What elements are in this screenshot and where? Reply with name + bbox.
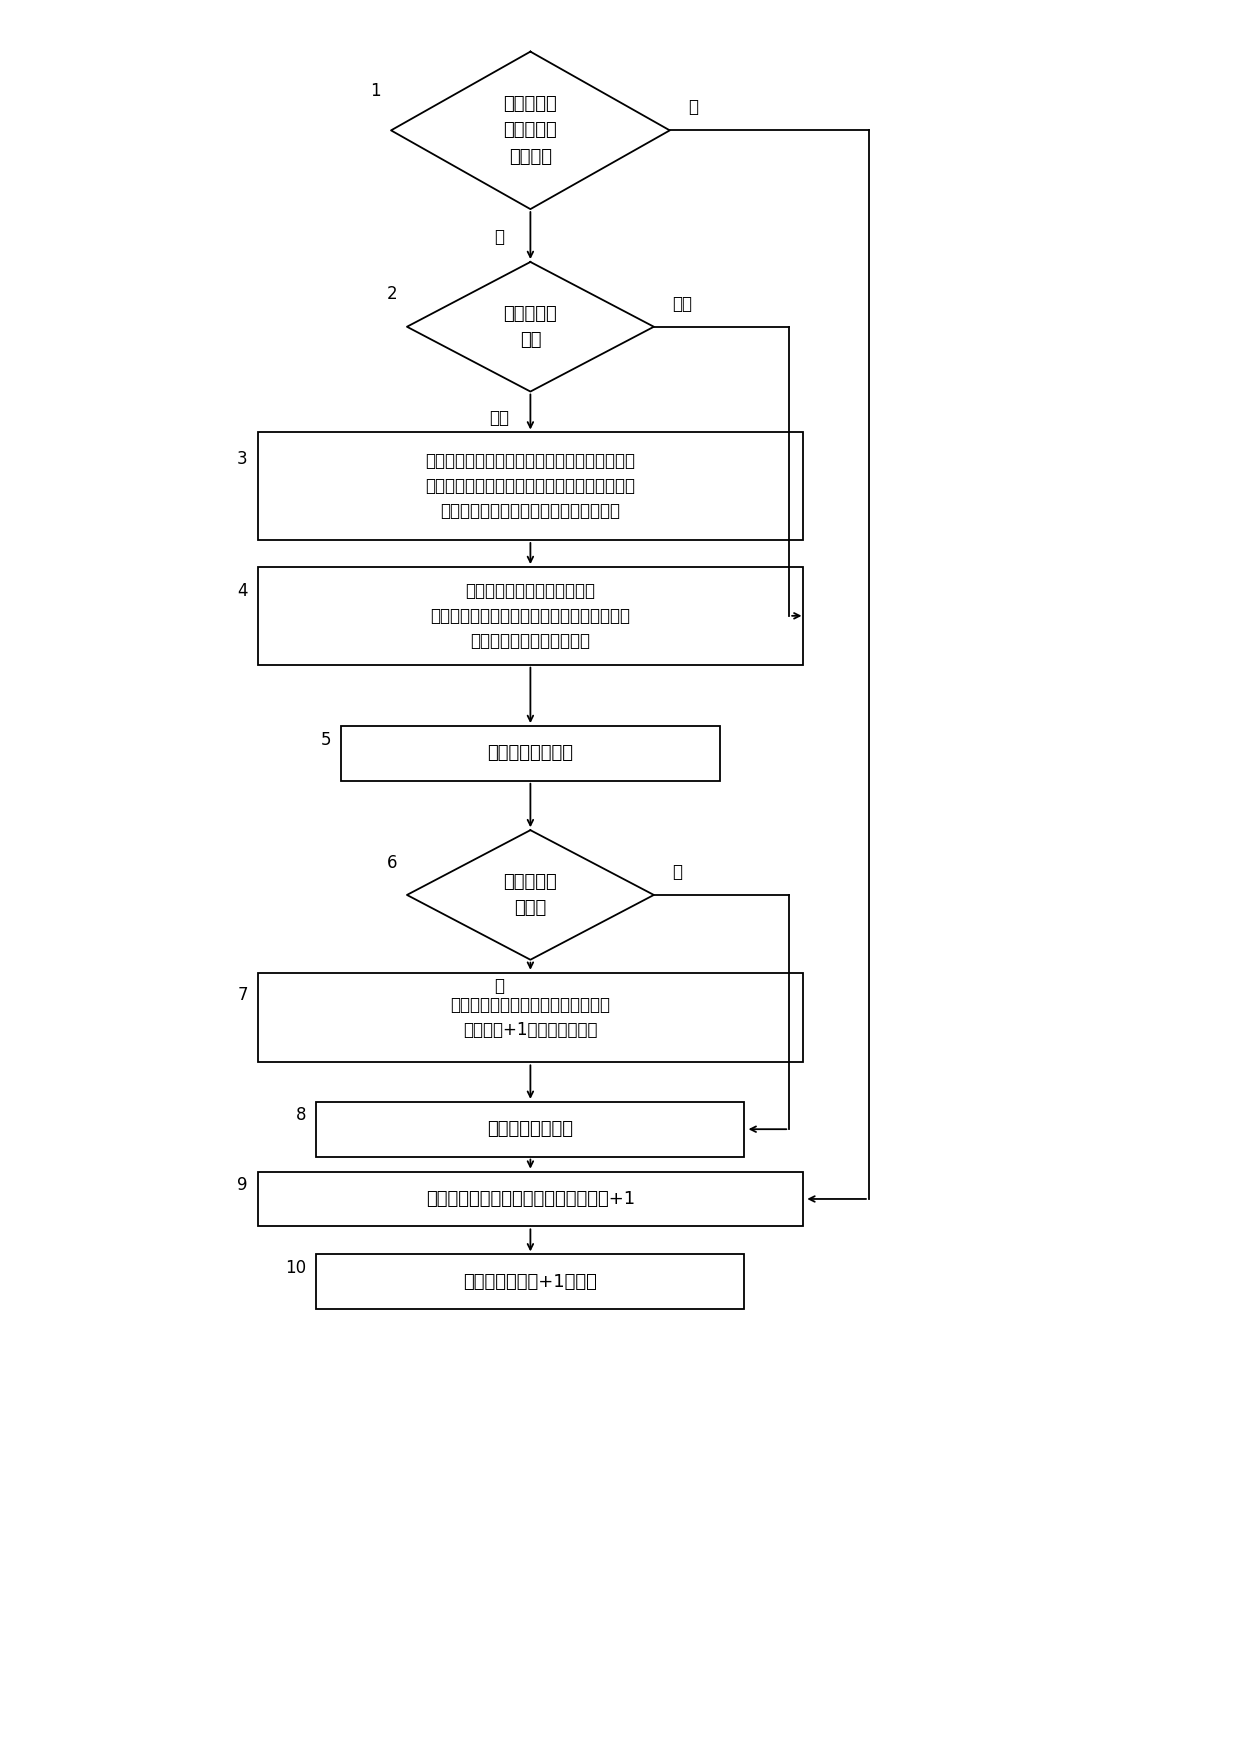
Text: 缓存访问总次数+1，退出: 缓存访问总次数+1，退出 [464,1273,598,1291]
Bar [258,1172,804,1226]
Text: 令平均访问间隔等于当前访问间隔，
访问频度+1，计算访问密度: 令平均访问间隔等于当前访问间隔， 访问频度+1，计算访问密度 [450,996,610,1038]
Bar [316,1254,744,1308]
Text: 不满: 不满 [672,295,692,312]
Polygon shape [407,261,653,391]
Text: 将新增缓存对象加入缓存池，
初始化缓存对象的访问密度、上次访问位置、
被访问频度、平均访问间隔: 将新增缓存对象加入缓存池， 初始化缓存对象的访问密度、上次访问位置、 被访问频度… [430,582,630,649]
Text: 3: 3 [237,451,248,468]
Bar [316,1102,744,1156]
Text: 5: 5 [321,731,331,749]
Text: 4: 4 [237,582,248,600]
Text: 缓存对象是
否已经存在
于缓存池: 缓存对象是 否已经存在 于缓存池 [503,95,557,167]
Text: 7: 7 [237,986,248,1003]
Text: 更新上次访问位置，缓存对象访问频度+1: 更新上次访问位置，缓存对象访问频度+1 [425,1189,635,1209]
Text: 是否为第二
次访问: 是否为第二 次访问 [503,873,557,917]
Text: 是: 是 [495,977,505,995]
Polygon shape [391,51,670,209]
Text: 删除访问密度值最低的缓存对象，将新增缓存对
象加入缓存池，初始化缓存对象的访问密度、上
次访问位置、被访问频度、平均访问间隔: 删除访问密度值最低的缓存对象，将新增缓存对 象加入缓存池，初始化缓存对象的访问密… [425,453,635,521]
Text: 否: 否 [495,228,505,246]
Bar [258,433,804,540]
Text: 1: 1 [371,82,381,100]
Bar [258,567,804,665]
Text: 6: 6 [387,854,397,872]
Bar [341,726,719,781]
Text: 2: 2 [387,286,397,303]
Text: 9: 9 [237,1177,248,1194]
Bar [258,973,804,1063]
Text: 否: 否 [672,863,682,881]
Polygon shape [407,830,653,959]
Text: 计算当前访问间隔: 计算当前访问间隔 [487,744,573,763]
Text: 是: 是 [688,98,698,116]
Text: 更新平均访问间隔: 更新平均访问间隔 [487,1121,573,1138]
Text: 10: 10 [285,1259,306,1277]
Text: 8: 8 [296,1107,306,1124]
Text: 已满: 已满 [490,409,510,426]
Text: 缓存池是否
已满: 缓存池是否 已满 [503,305,557,349]
